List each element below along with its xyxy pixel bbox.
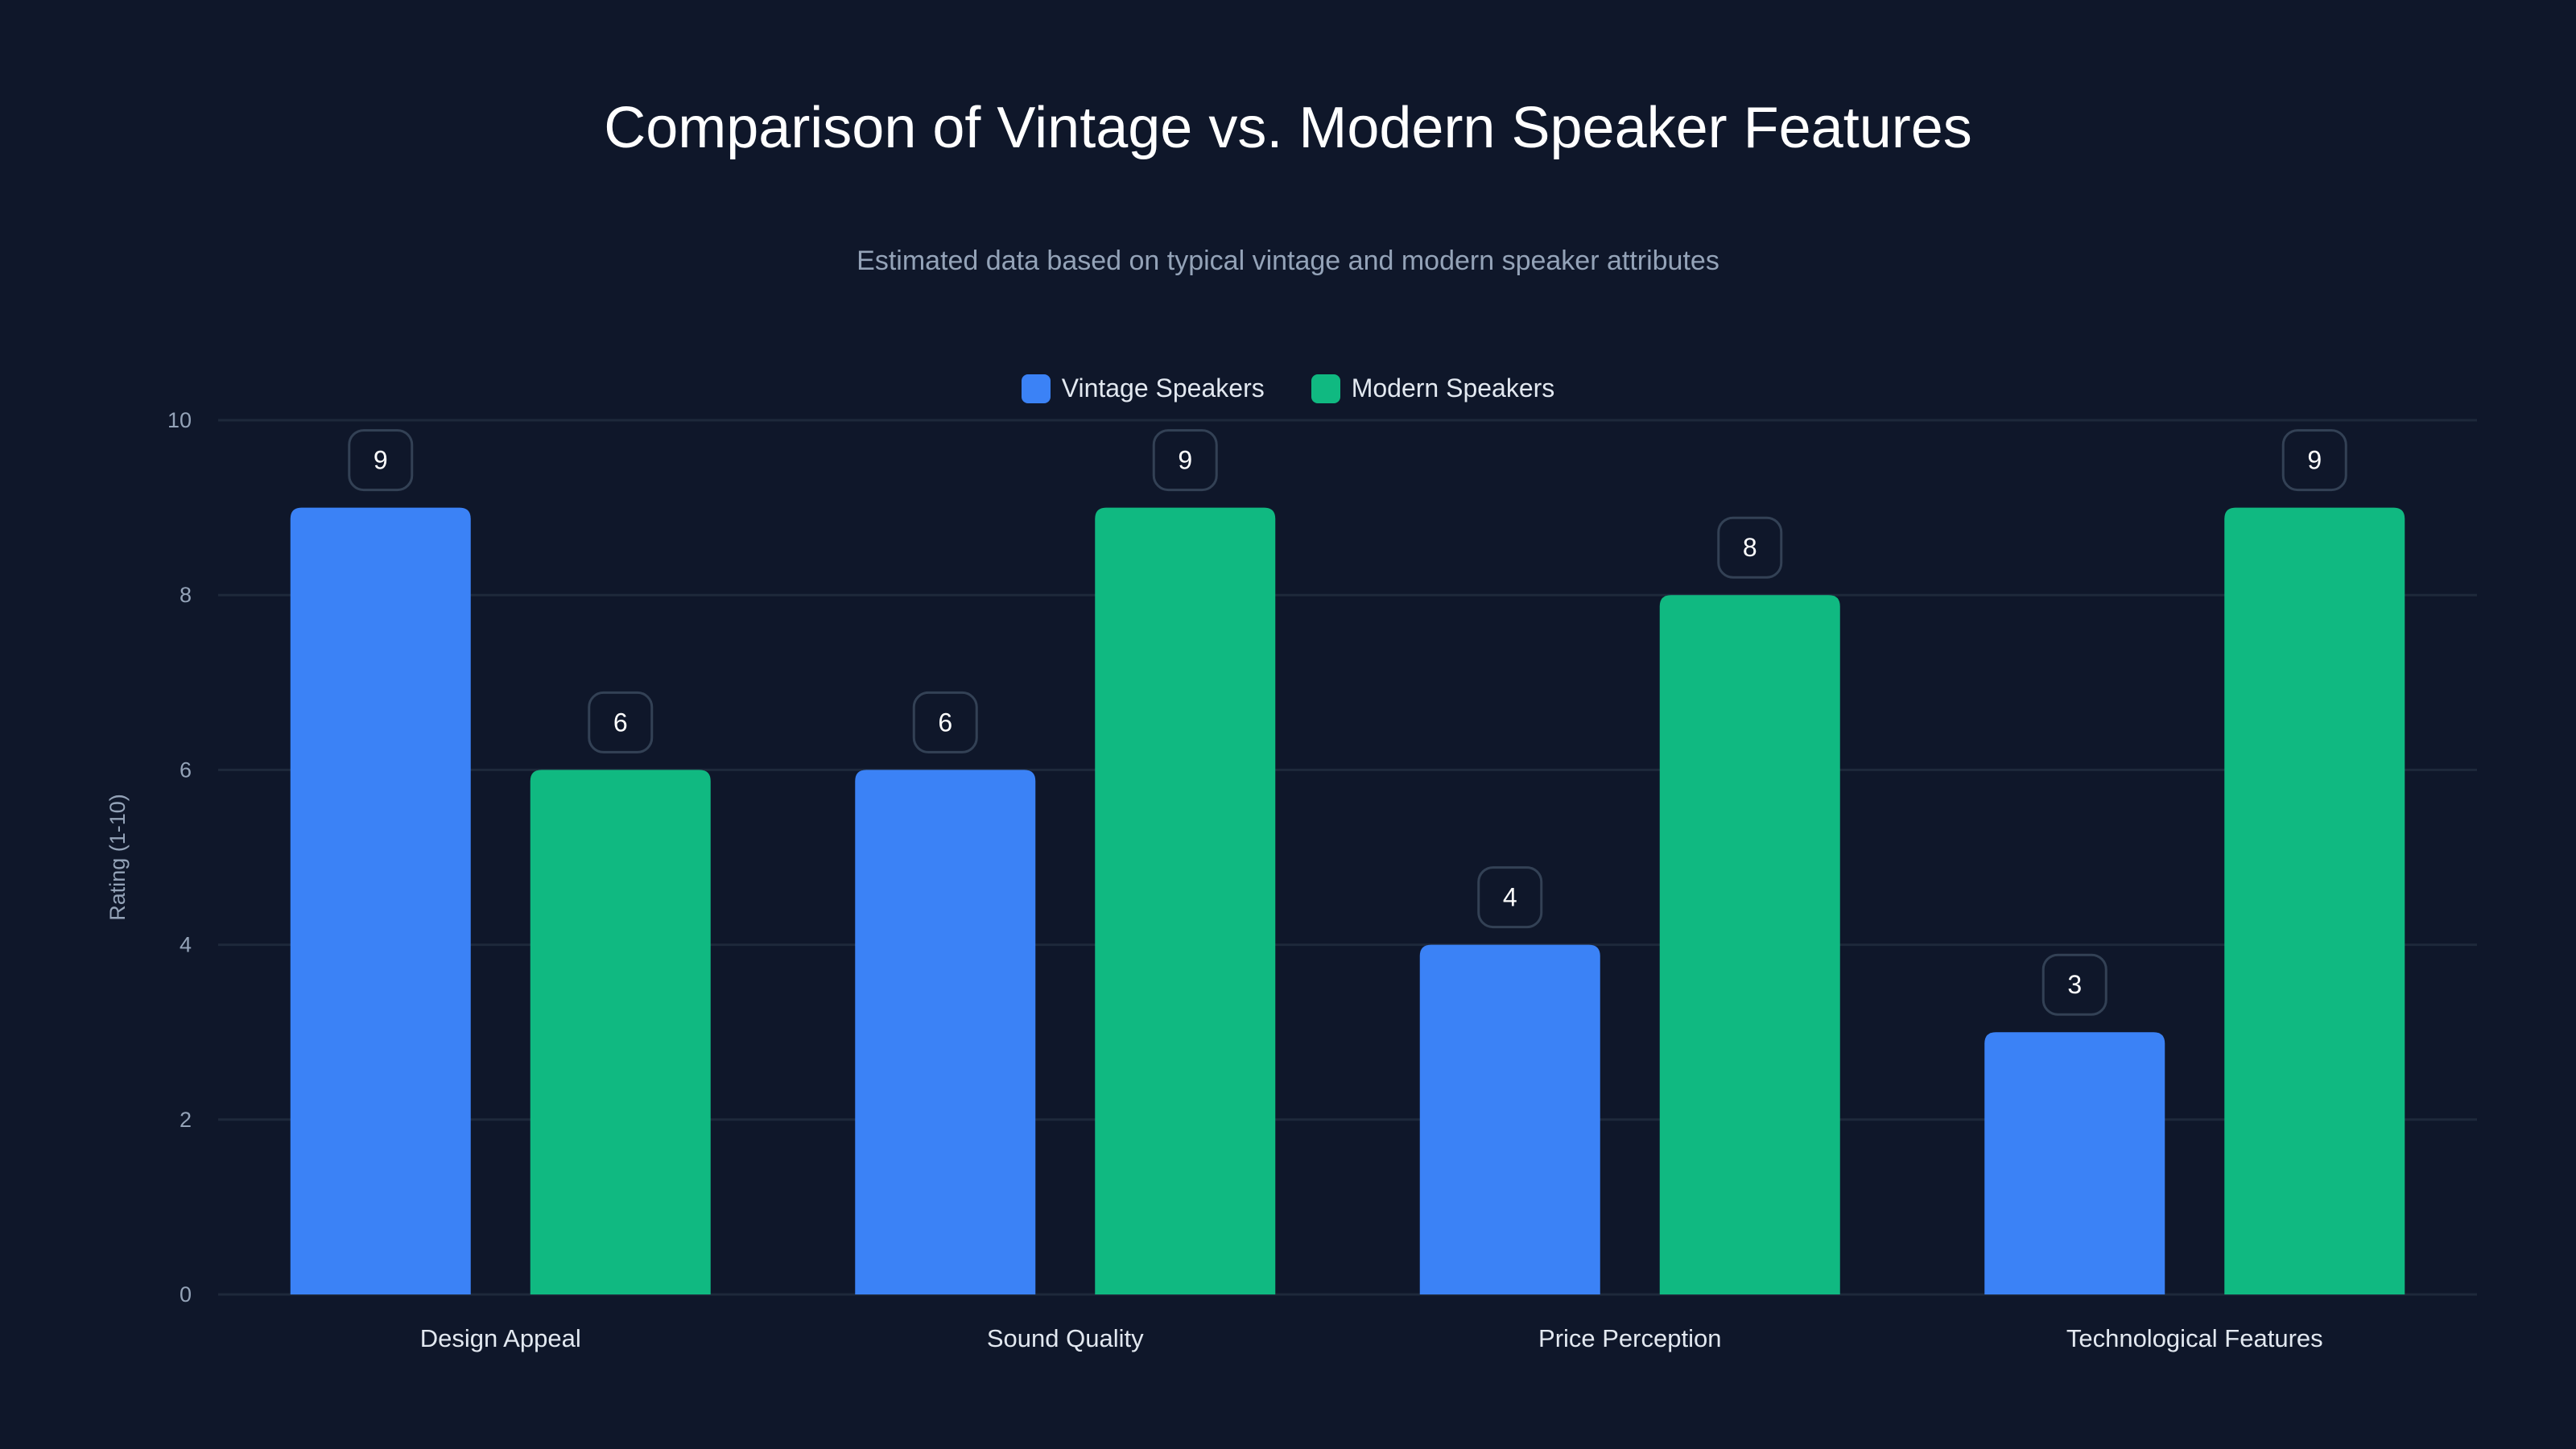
data-label-box	[2281, 429, 2347, 492]
legend-label-vintage: Vintage Speakers	[1061, 374, 1265, 402]
bar-modern	[2224, 507, 2405, 1294]
data-label-box	[1477, 866, 1543, 929]
x-tick-label: Technological Features	[2066, 1324, 2323, 1352]
chart-subtitle: Estimated data based on typical vintage …	[857, 246, 1719, 276]
data-label: 6	[613, 708, 628, 737]
legend-label-modern: Modern Speakers	[1351, 374, 1555, 402]
y-tick-label: 6	[180, 758, 192, 782]
x-tick-label: Price Perception	[1538, 1324, 1721, 1352]
chart-title: Comparison of Vintage vs. Modern Speaker…	[604, 96, 1972, 160]
data-label-box	[1152, 429, 1218, 492]
x-tick-label: Design Appeal	[420, 1324, 581, 1352]
bar-vintage	[290, 507, 471, 1294]
legend-swatch-modern	[1311, 374, 1340, 403]
data-label: 6	[938, 708, 952, 737]
data-label-box	[1717, 516, 1783, 579]
legend-item-vintage[interactable]: Vintage Speakers	[1021, 374, 1265, 403]
data-label: 9	[374, 446, 388, 475]
data-label: 3	[2067, 970, 2082, 999]
data-label: 9	[2307, 446, 2322, 475]
legend-swatch-vintage	[1021, 374, 1051, 403]
y-tick-label: 2	[180, 1108, 192, 1132]
data-label-box	[588, 691, 654, 753]
legend-item-modern[interactable]: Modern Speakers	[1311, 374, 1555, 403]
data-label: 9	[1178, 446, 1192, 475]
bar-vintage	[1419, 944, 1600, 1294]
bar-modern	[530, 770, 711, 1294]
y-tick-label: 10	[167, 408, 192, 432]
data-label-box	[2041, 953, 2107, 1016]
legend: Vintage Speakers Modern Speakers	[0, 374, 2576, 403]
bar-modern	[1095, 507, 1276, 1294]
data-label-box	[348, 429, 414, 492]
bar-vintage	[1984, 1032, 2165, 1294]
data-label-box	[912, 691, 978, 753]
y-tick-label: 8	[180, 583, 192, 607]
data-label: 4	[1503, 883, 1517, 912]
bar-modern	[1659, 595, 1840, 1294]
y-tick-label: 4	[180, 933, 192, 957]
data-label: 8	[1743, 533, 1757, 562]
bar-vintage	[855, 770, 1036, 1294]
x-tick-label: Sound Quality	[987, 1324, 1144, 1352]
y-axis-label: Rating (1-10)	[105, 794, 130, 921]
y-tick-label: 0	[180, 1282, 192, 1307]
